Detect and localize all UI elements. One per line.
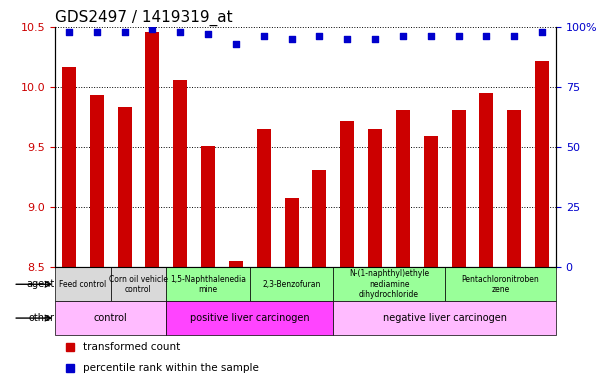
Text: negative liver carcinogen: negative liver carcinogen — [382, 313, 507, 323]
Bar — [312, 170, 326, 267]
Bar — [535, 61, 549, 267]
Point — [510, 33, 519, 40]
Bar — [285, 198, 299, 267]
FancyBboxPatch shape — [111, 267, 166, 301]
FancyBboxPatch shape — [166, 301, 334, 335]
Text: other: other — [29, 313, 55, 323]
Point — [147, 26, 157, 32]
Text: 1,5-Naphthalenedia
mine: 1,5-Naphthalenedia mine — [170, 275, 246, 294]
Point — [120, 29, 130, 35]
FancyBboxPatch shape — [445, 267, 556, 301]
Point — [287, 36, 296, 42]
Point — [370, 36, 380, 42]
Text: transformed count: transformed count — [82, 343, 180, 353]
Point — [92, 29, 101, 35]
Bar — [62, 66, 76, 267]
FancyBboxPatch shape — [250, 267, 334, 301]
Point — [203, 31, 213, 37]
FancyBboxPatch shape — [55, 301, 166, 335]
Bar — [117, 108, 131, 267]
Bar — [90, 95, 104, 267]
FancyBboxPatch shape — [334, 267, 445, 301]
Point — [426, 33, 436, 40]
Bar — [257, 129, 271, 267]
Bar — [452, 110, 466, 267]
Text: 2,3-Benzofuran: 2,3-Benzofuran — [262, 280, 321, 289]
Point — [342, 36, 352, 42]
Text: agent: agent — [27, 279, 55, 289]
Text: Pentachloronitroben
zene: Pentachloronitroben zene — [461, 275, 540, 294]
Bar — [174, 80, 187, 267]
Text: Corn oil vehicle
control: Corn oil vehicle control — [109, 275, 168, 294]
Bar — [507, 110, 521, 267]
Point — [537, 29, 547, 35]
Point — [175, 29, 185, 35]
Bar — [229, 262, 243, 267]
Text: Feed control: Feed control — [59, 280, 106, 289]
Point — [315, 33, 324, 40]
Point — [454, 33, 464, 40]
FancyBboxPatch shape — [166, 267, 250, 301]
Point — [231, 41, 241, 47]
Bar — [201, 146, 215, 267]
Text: positive liver carcinogen: positive liver carcinogen — [190, 313, 310, 323]
FancyBboxPatch shape — [334, 301, 556, 335]
Bar — [424, 136, 437, 267]
FancyBboxPatch shape — [55, 267, 111, 301]
Point — [398, 33, 408, 40]
Bar — [396, 110, 410, 267]
Bar — [368, 129, 382, 267]
Text: GDS2497 / 1419319_at: GDS2497 / 1419319_at — [55, 9, 233, 25]
Bar — [340, 121, 354, 267]
Point — [481, 33, 491, 40]
Bar — [145, 32, 159, 267]
Text: N-(1-naphthyl)ethyle
nediamine
dihydrochloride: N-(1-naphthyl)ethyle nediamine dihydroch… — [349, 269, 429, 299]
Point — [64, 29, 74, 35]
Text: percentile rank within the sample: percentile rank within the sample — [82, 363, 258, 373]
Bar — [480, 93, 494, 267]
Text: control: control — [93, 313, 128, 323]
Point — [259, 33, 269, 40]
